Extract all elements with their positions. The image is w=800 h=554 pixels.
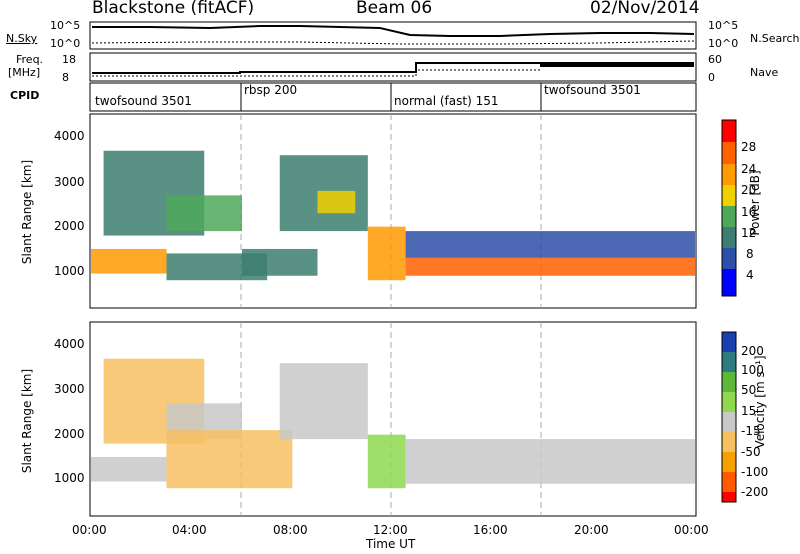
velocity-band-4	[279, 363, 368, 440]
cpid-mode-2: rbsp 200	[244, 83, 298, 97]
noise-panel-frame	[89, 21, 697, 50]
power-cb-tick-16: 16	[741, 205, 757, 219]
vel-cb-tick-200: 200	[741, 344, 764, 358]
power-band-7	[367, 226, 406, 281]
velocity-band-0	[91, 456, 167, 482]
power-cb-tick-4: 4	[746, 268, 754, 282]
xtick-0800: 08:00	[273, 523, 308, 537]
beam-title: Beam 06	[356, 0, 433, 18]
xaxis-label: Time UT	[366, 537, 416, 551]
noise-search-label: N.Search	[750, 32, 800, 45]
noise-left-tick-high: 10^5	[50, 19, 81, 32]
vel-cb-tick-m100: -100	[741, 465, 769, 479]
cpid-mode-1: twofsound 3501	[95, 94, 192, 108]
xtick-2000: 20:00	[574, 523, 609, 537]
cpid-panel-frame	[89, 82, 697, 112]
power-cb-tick-24: 24	[741, 162, 757, 176]
freq-unit-label: [MHz]	[8, 66, 41, 79]
power-band-6	[317, 190, 356, 214]
vel-cb-tick-100: 100	[741, 363, 764, 377]
nave-tick-low: 0	[708, 71, 715, 84]
freq-label: Freq.	[16, 53, 44, 66]
power-ytick-4000: 4000	[54, 129, 85, 143]
nave-label: Nave	[750, 66, 779, 79]
xtick-1600: 16:00	[473, 523, 508, 537]
noise-sky-label: N.Sky	[6, 32, 38, 45]
nave-block	[540, 63, 694, 67]
freq-panel-frame	[89, 52, 697, 82]
freq-tick-low: 8	[62, 71, 69, 84]
noise-right-tick-low: 10^0	[708, 37, 739, 50]
xtick-0000: 00:00	[72, 523, 107, 537]
velocity-ytick-4000: 4000	[54, 337, 85, 351]
power-band-2	[166, 195, 242, 232]
velocity-band-6	[405, 439, 695, 484]
vel-cb-tick-m15: -15	[741, 424, 761, 438]
power-ytick-3000: 3000	[54, 175, 85, 189]
power-cb-tick-28: 28	[741, 140, 757, 154]
vel-cb-tick-m50: -50	[741, 445, 761, 459]
power-ytick-2000: 2000	[54, 219, 85, 233]
power-cb-tick-8: 8	[746, 247, 754, 261]
power-ytick-1000: 1000	[54, 264, 85, 278]
xtick-1200: 12:00	[373, 523, 408, 537]
power-cb-tick-20: 20	[741, 183, 757, 197]
date-title: 02/Nov/2014	[590, 0, 700, 18]
cpid-mode-4: twofsound 3501	[544, 83, 641, 97]
cpid-label: CPID	[10, 89, 40, 102]
xtick-2400: 00:00	[674, 523, 709, 537]
cpid-mode-3: normal (fast) 151	[394, 94, 499, 108]
velocity-band-5	[367, 434, 406, 489]
velocity-ytick-3000: 3000	[54, 382, 85, 396]
power-band-0	[91, 248, 167, 274]
noise-sky-line	[92, 25, 695, 37]
velocity-band-3	[166, 430, 293, 489]
freq-tick-high: 18	[62, 53, 76, 66]
vel-cb-tick-50: 50	[741, 383, 757, 397]
noise-right-tick-high: 10^5	[708, 19, 739, 32]
power-band-4	[242, 248, 318, 276]
noise-left-tick-low: 10^0	[50, 37, 81, 50]
freq-line	[92, 62, 694, 74]
power-band-9	[405, 231, 695, 258]
vel-cb-tick-15: 15	[741, 404, 757, 418]
nave-line	[92, 69, 540, 77]
vel-cb-tick-m200: -200	[741, 485, 769, 499]
noise-search-line	[91, 40, 695, 45]
velocity-colorbar	[721, 331, 737, 503]
power-colorbar	[721, 119, 737, 297]
power-cb-tick-12: 12	[741, 226, 757, 240]
velocity-ytick-1000: 1000	[54, 471, 85, 485]
nave-tick-high: 60	[708, 53, 722, 66]
radar-title: Blackstone (fitACF)	[92, 0, 255, 18]
velocity-ytick-2000: 2000	[54, 427, 85, 441]
xtick-0400: 04:00	[172, 523, 207, 537]
power-band-8	[405, 257, 695, 276]
